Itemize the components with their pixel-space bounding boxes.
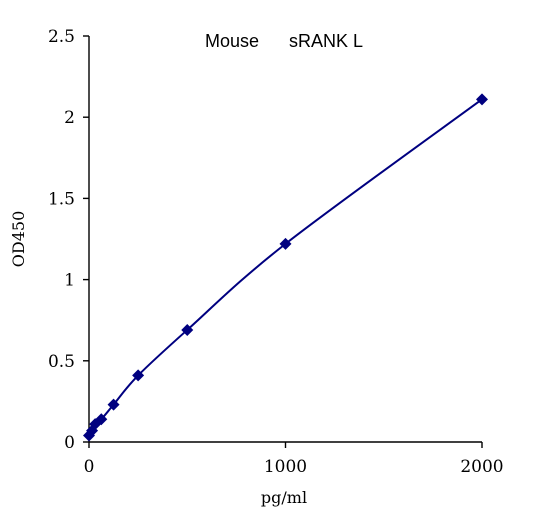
y-tick-label: 2 [64,108,75,128]
y-tick-label: 1.5 [48,189,75,209]
x-ticks: 0 1000 2000 [84,442,504,477]
data-point-marker [181,323,194,336]
data-point-marker [132,369,145,382]
x-tick-label: 0 [84,457,95,477]
data-point-marker [95,413,108,426]
y-tick-label: 2.5 [48,27,75,47]
x-axis-label: pg/ml [261,488,307,507]
series-curve [88,98,483,437]
chart-title: Mouse sRANK L [205,31,363,51]
y-tick-label: 1 [64,271,75,291]
y-tick-label: 0 [64,433,75,453]
data-point-marker [107,398,120,411]
series-markers [83,93,488,442]
data-point-marker [476,93,488,106]
y-tick-label: 0.5 [48,352,75,372]
x-tick-label: 1000 [264,457,307,477]
data-point-marker [279,237,292,250]
y-axis-label: OD450 [9,211,28,267]
x-tick-label: 2000 [460,457,503,477]
y-ticks: 0 0.5 1 1.5 2 2.5 [48,27,89,453]
